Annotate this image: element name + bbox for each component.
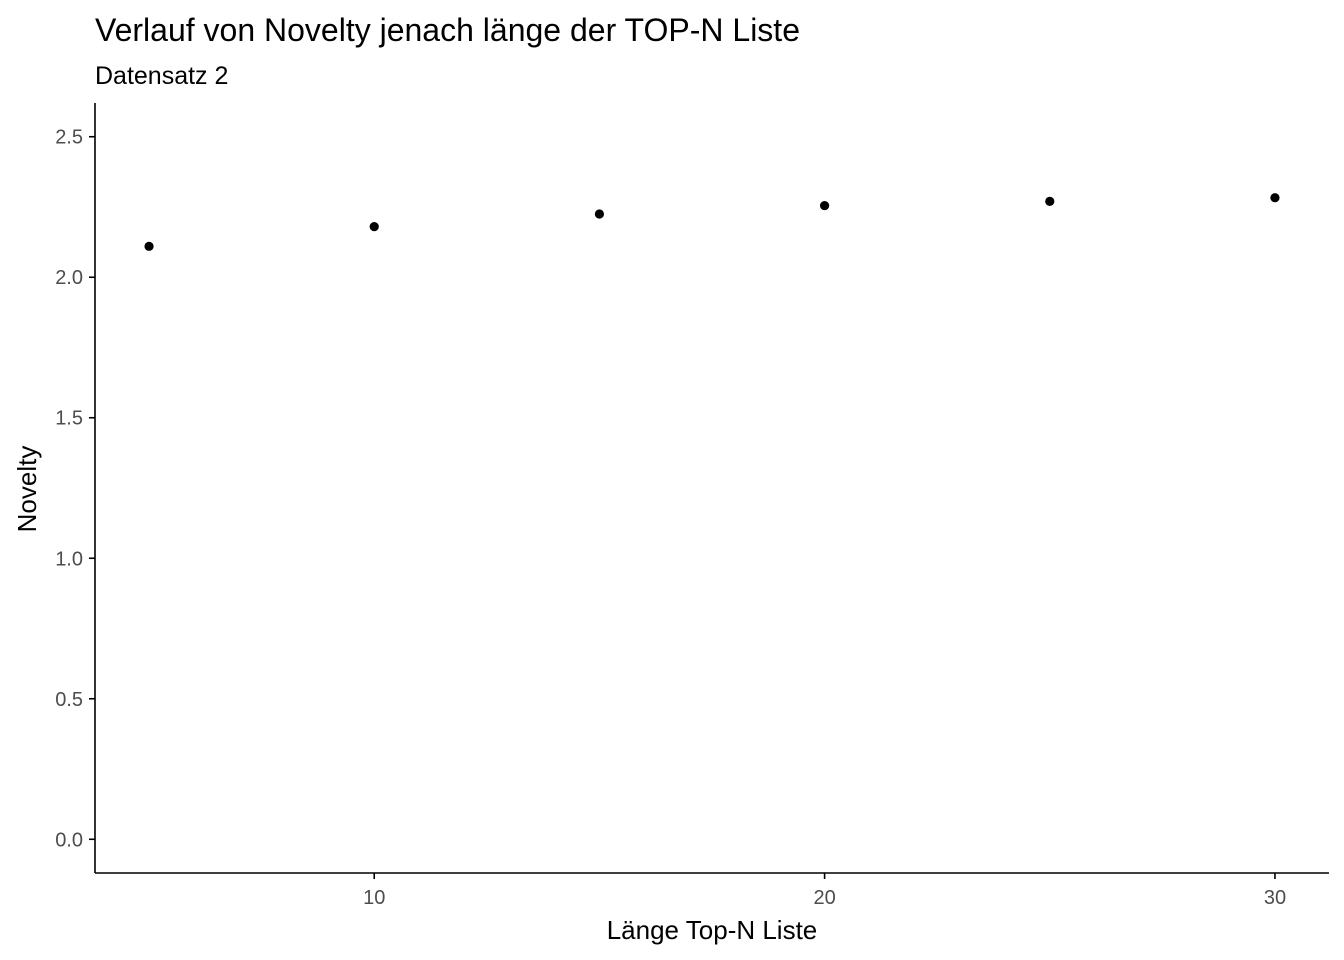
x-axis-ticks: 10 20 30 [363,873,1286,909]
chart-subtitle: Datensatz 2 [95,62,228,90]
data-point [1270,193,1280,203]
data-point [1045,196,1055,206]
y-tick-label: 0.0 [55,829,83,851]
y-tick-label: 2.0 [55,267,83,289]
data-point [144,241,154,251]
y-axis-title: Novelty [12,446,42,533]
x-tick-label: 20 [813,887,835,909]
y-tick-label: 2.5 [55,127,83,149]
y-tick-label: 1.0 [55,548,83,570]
y-tick-label: 0.5 [55,689,83,711]
data-points [144,193,1280,251]
y-axis-ticks: 0.0 0.5 1.0 1.5 2.0 2.5 [55,127,95,851]
chart-title: Verlauf von Novelty jenach länge der TOP… [95,12,800,48]
x-tick-label: 30 [1264,887,1286,909]
y-tick-label: 1.5 [55,408,83,430]
data-point [819,200,830,211]
data-point [369,222,379,232]
x-tick-label: 10 [363,887,385,909]
data-point [594,209,605,219]
x-axis-title: Länge Top-N Liste [607,915,818,945]
